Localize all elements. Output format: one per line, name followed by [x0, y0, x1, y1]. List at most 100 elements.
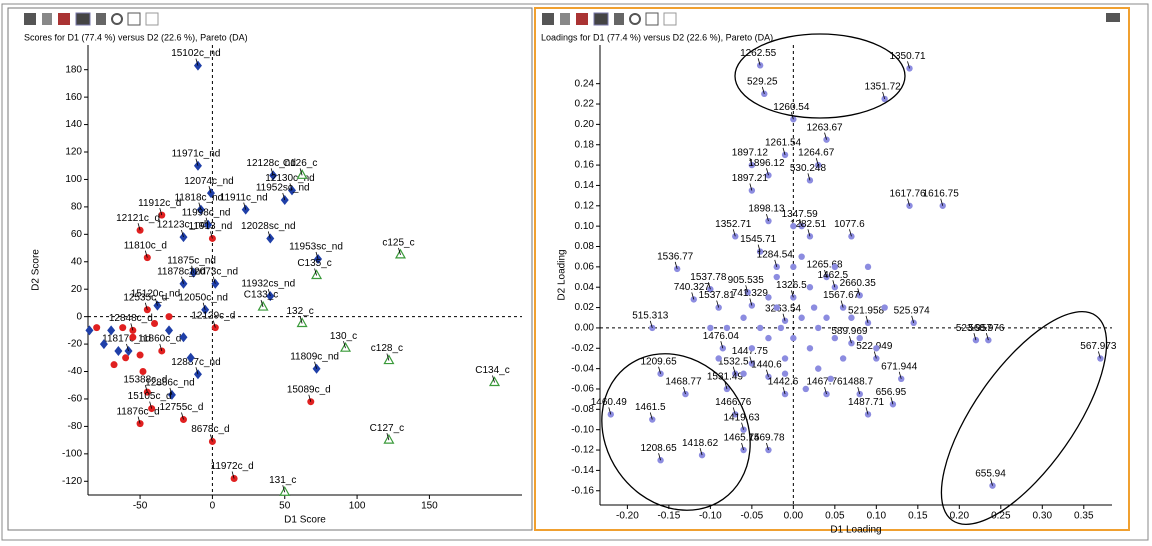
- label-leader: [159, 208, 163, 216]
- label-leader: [649, 320, 653, 329]
- label-leader: [973, 333, 977, 341]
- point-label: 1896.12: [748, 158, 785, 169]
- home-icon[interactable]: [24, 13, 36, 25]
- y-tick-label: 0.14: [575, 180, 595, 191]
- point: [790, 222, 797, 230]
- point-label: 11952sc_nd: [256, 183, 310, 194]
- point-label: 11875c_nd: [167, 255, 216, 266]
- tool-icon[interactable]: [593, 12, 609, 26]
- label-leader: [849, 229, 852, 237]
- point: [114, 345, 123, 356]
- x-axis-title: D1 Loading: [830, 525, 881, 536]
- y-tick-label: 0.20: [575, 119, 595, 130]
- point-label: 11809c_nd: [290, 351, 339, 362]
- point: [873, 345, 880, 352]
- label-leader: [766, 369, 769, 377]
- point: [831, 334, 839, 342]
- label-leader: [144, 384, 148, 393]
- y-tick-label: 160: [65, 92, 82, 103]
- point-label: 12121c_d: [116, 213, 160, 224]
- point: [864, 263, 872, 271]
- label-leader: [202, 302, 206, 310]
- label-leader: [289, 183, 293, 191]
- point: [107, 325, 116, 336]
- toolbar[interactable]: [542, 12, 1120, 26]
- delete-icon[interactable]: [614, 13, 624, 25]
- point-label: 905.535: [728, 275, 765, 286]
- x-tick-label: 0.10: [867, 511, 887, 522]
- zoom-icon[interactable]: [629, 13, 641, 25]
- label-leader: [766, 213, 769, 222]
- label-leader: [782, 386, 786, 395]
- x-tick-label: 100: [349, 501, 366, 512]
- point-label: C135_c: [297, 258, 331, 269]
- label-leader: [130, 323, 134, 331]
- point-label: 1545.71: [740, 234, 777, 245]
- label-leader: [990, 478, 993, 486]
- tool-icon[interactable]: [645, 12, 659, 26]
- label-leader: [766, 442, 769, 451]
- point: [823, 314, 830, 321]
- point: [815, 324, 822, 332]
- tool-icon[interactable]: [75, 12, 91, 26]
- y-tick-label: 40: [71, 256, 83, 267]
- label-leader: [749, 183, 753, 191]
- label-leader: [873, 351, 877, 359]
- window-icon[interactable]: [1106, 13, 1120, 22]
- point-label: 11817c_nd: [102, 334, 151, 345]
- tool-icon[interactable]: [42, 13, 52, 25]
- x-tick-label: 0.25: [991, 511, 1011, 522]
- delete-icon[interactable]: [96, 13, 106, 25]
- point-label: 12848c_d: [109, 313, 153, 324]
- zoom-icon[interactable]: [111, 13, 123, 25]
- label-leader: [155, 298, 158, 306]
- label-leader: [857, 288, 861, 296]
- tool-icon[interactable]: [145, 12, 159, 26]
- point-label: 2660.35: [840, 278, 877, 289]
- tool-icon[interactable]: [663, 12, 677, 26]
- label-leader: [386, 353, 390, 361]
- point: [810, 304, 818, 311]
- label-leader: [210, 231, 213, 239]
- point-label: 1208.65: [640, 443, 677, 454]
- label-leader: [849, 336, 852, 344]
- tool-icon[interactable]: [560, 13, 570, 25]
- point: [856, 334, 863, 342]
- point: [773, 304, 780, 311]
- point-label: 1265.68: [806, 260, 843, 271]
- label-leader: [824, 386, 827, 395]
- point-label: 12755c_d: [160, 402, 204, 413]
- x-tick-label: 0.35: [1074, 511, 1094, 522]
- label-leader: [169, 387, 173, 395]
- tool-icon[interactable]: [58, 13, 70, 25]
- y-tick-label: 80: [71, 202, 83, 213]
- point-label: 12123c_nd: [157, 220, 207, 231]
- point: [790, 263, 797, 271]
- point-label: 1532.5: [718, 356, 749, 367]
- tool-icon[interactable]: [127, 12, 141, 26]
- point-label: 1284.54: [757, 249, 794, 260]
- point-label: 656.95: [876, 387, 907, 398]
- point-label: 1260.54: [773, 102, 810, 113]
- point-label: 1617.76: [889, 188, 926, 199]
- y-tick-label: -0.10: [571, 424, 594, 435]
- point-label: 11878c_nd: [157, 266, 206, 277]
- point: [806, 345, 814, 352]
- point-label: 671.944: [881, 361, 918, 372]
- point-label: 1469.78: [748, 433, 785, 444]
- label-leader: [343, 341, 346, 349]
- point-label: 8678c_d: [191, 424, 229, 435]
- point-label: C127_c: [370, 423, 404, 434]
- point-label: 12886c_nd: [145, 377, 195, 388]
- point-label: C126_c: [283, 158, 317, 169]
- label-leader: [699, 448, 703, 456]
- point-label: 529.25: [747, 76, 778, 87]
- point-label: 1262.55: [740, 48, 777, 59]
- label-leader: [243, 202, 247, 210]
- home-icon[interactable]: [542, 13, 554, 25]
- y-tick-label: 0.16: [575, 160, 595, 171]
- label-leader: [907, 198, 910, 206]
- tool-icon[interactable]: [576, 13, 588, 25]
- toolbar[interactable]: [24, 12, 159, 26]
